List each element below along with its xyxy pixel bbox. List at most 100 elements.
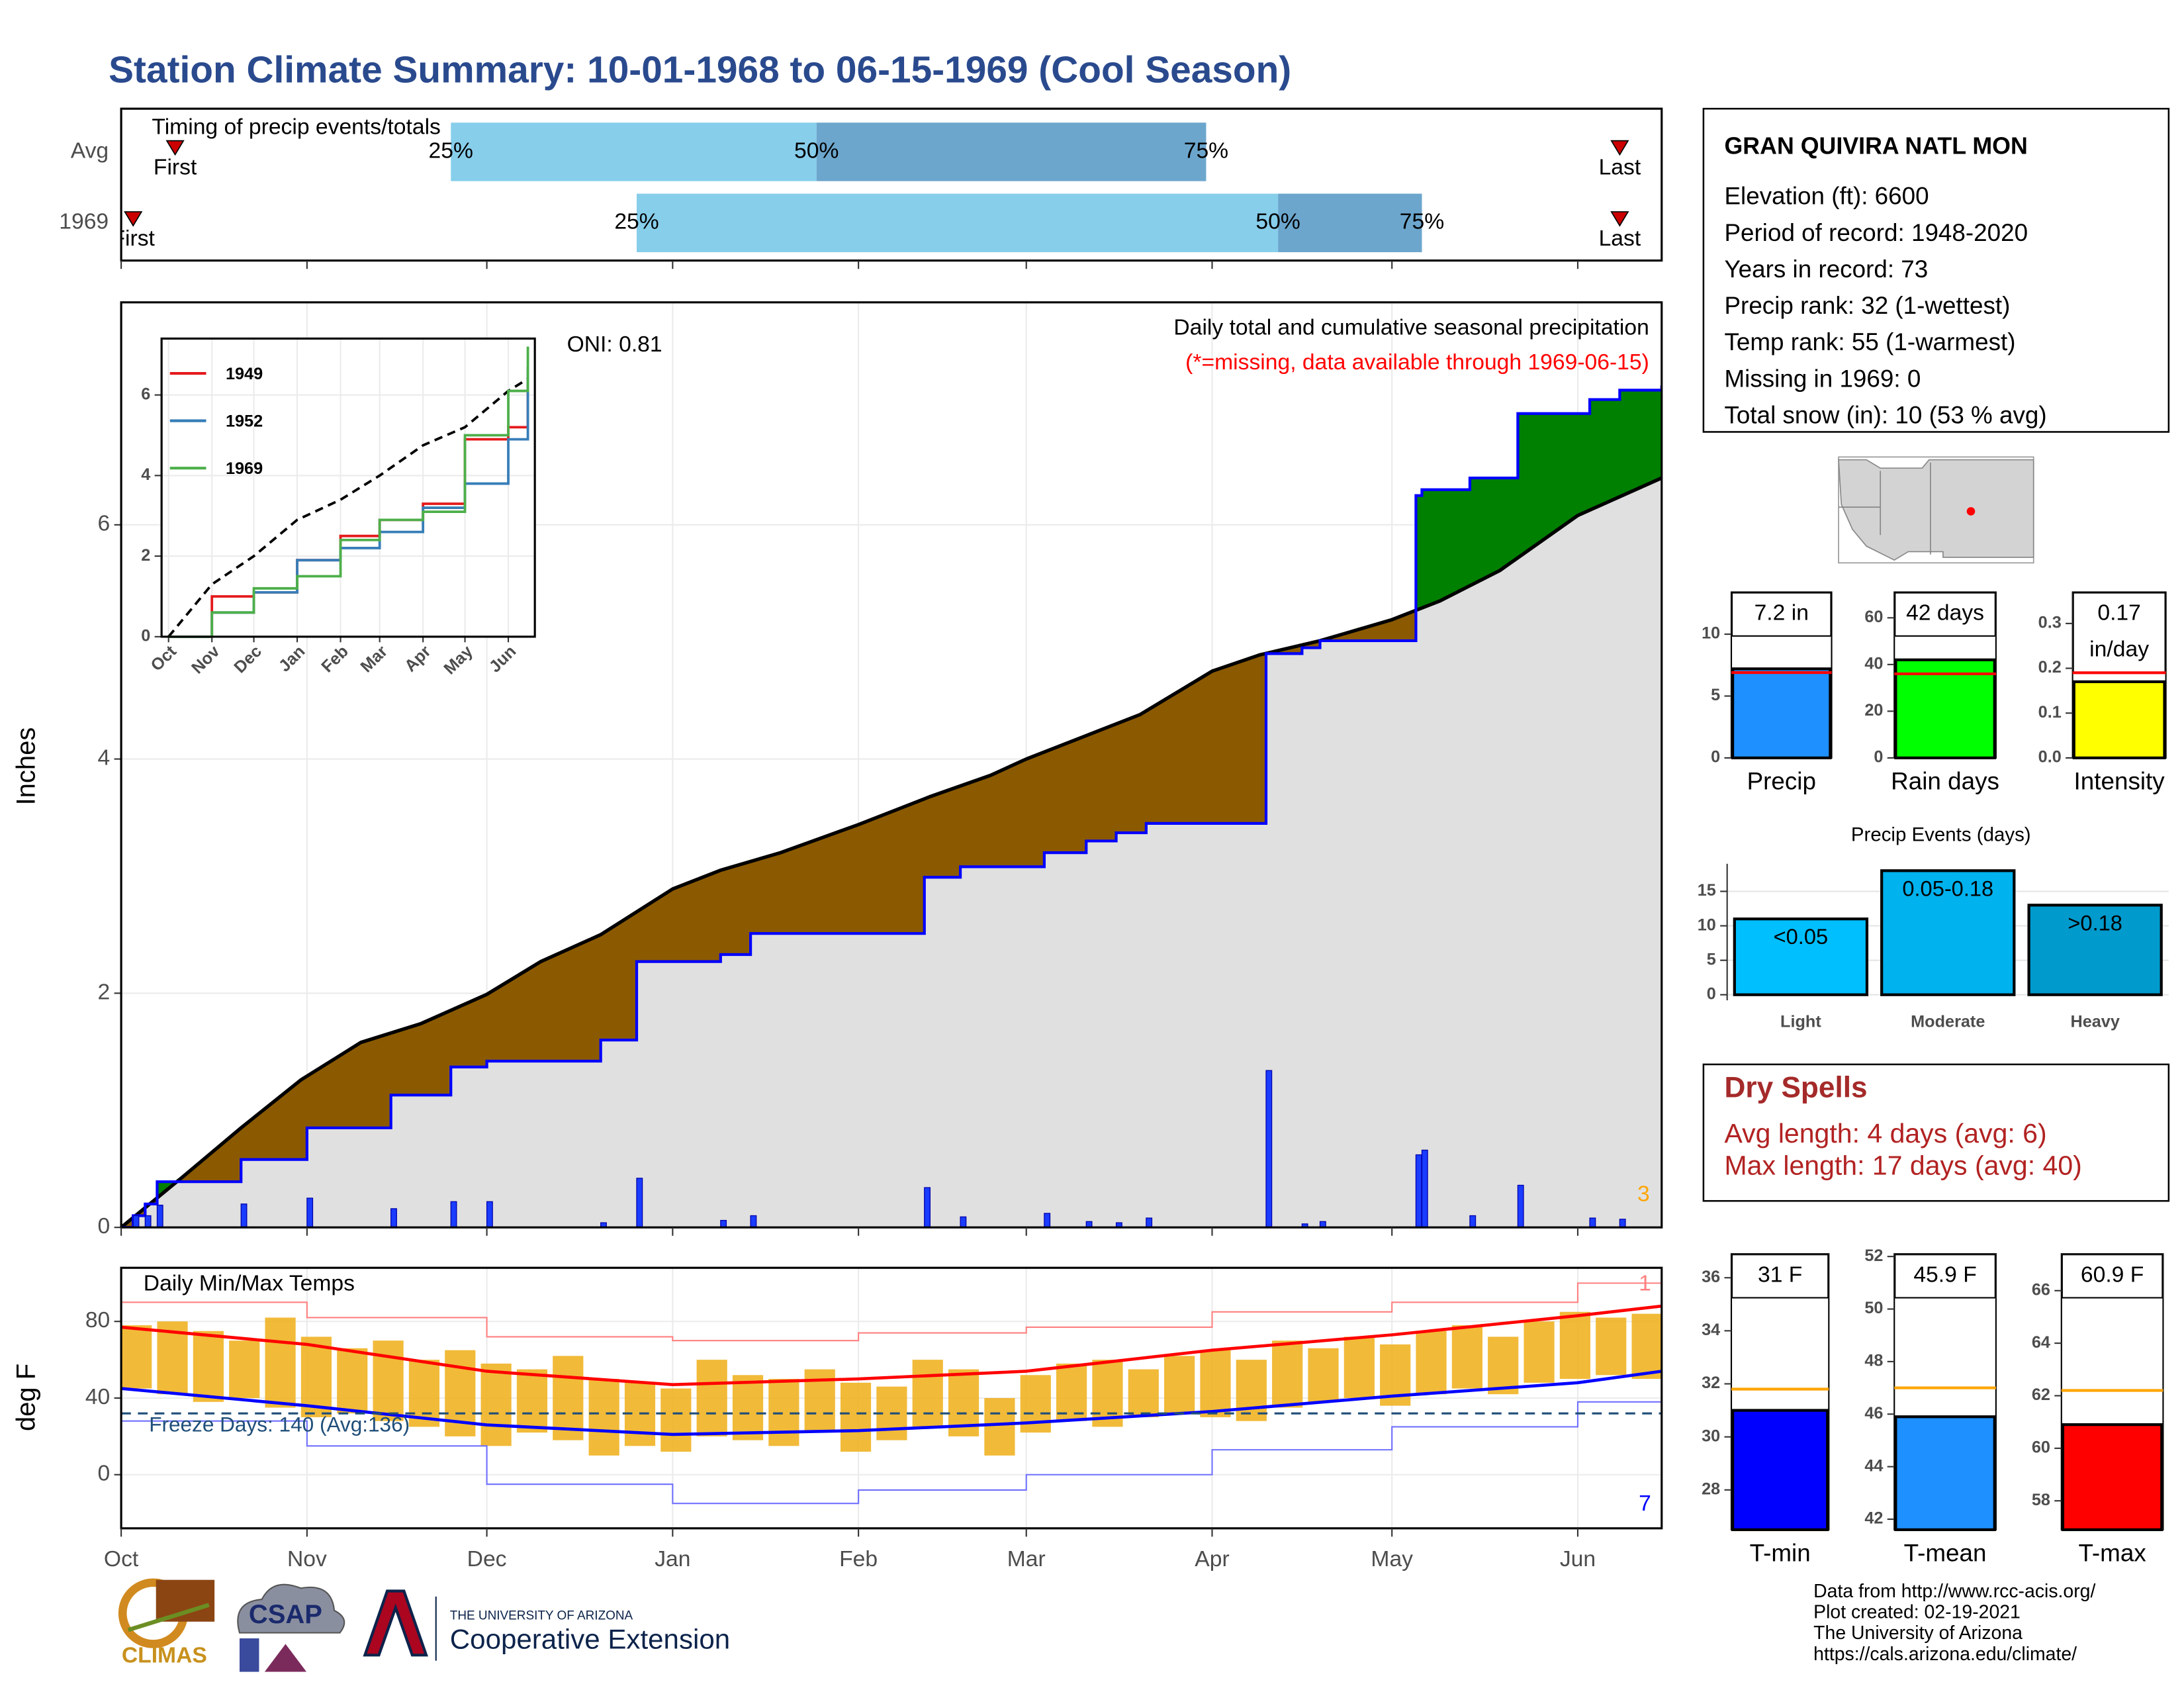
daily-bar <box>636 1178 643 1228</box>
daily-bar <box>156 1204 163 1228</box>
daily-bar <box>600 1222 607 1228</box>
y-tick-label: 0 <box>98 1462 111 1486</box>
daily-bar <box>1589 1217 1596 1228</box>
chart-subtitle: (*=missing, data available through 1969-… <box>1185 350 1649 375</box>
value-label-box: 7.2 in <box>1731 592 1832 637</box>
quantile-label: 75% <box>1184 138 1228 163</box>
y-tick-label: 62 <box>2032 1385 2050 1404</box>
summary-bar <box>1731 1409 1829 1531</box>
average-min-line <box>121 1370 1662 1436</box>
y-tick-label: 15 <box>1698 881 1716 900</box>
daily-temp-bar <box>732 1375 764 1440</box>
record-low-line <box>121 1394 1662 1505</box>
y-tick-label: 66 <box>2032 1280 2050 1299</box>
daily-bar <box>720 1219 727 1228</box>
x-tick-label: Moderate <box>1911 1012 1985 1031</box>
y-tick-label: 5 <box>1707 950 1716 968</box>
category-label: T-mean <box>1904 1539 1987 1566</box>
daily-temp-bar <box>1092 1360 1123 1427</box>
daily-bar <box>1319 1221 1326 1228</box>
event-marker <box>1610 140 1629 156</box>
x-tick-label: Heavy <box>2070 1012 2119 1031</box>
quantile-label: 50% <box>1255 210 1300 234</box>
x-tick-label: May <box>1371 1547 1413 1571</box>
daily-temp-bar <box>516 1369 548 1433</box>
ua-logo: THE UNIVERSITY OF ARIZONA Cooperative Ex… <box>363 1589 730 1661</box>
bar <box>1733 917 1869 996</box>
y-tick-label: 48 <box>1864 1352 1883 1370</box>
quantile-bar <box>816 122 1206 181</box>
daily-temp-bar <box>984 1397 1015 1456</box>
event-label: Last <box>1599 156 1641 180</box>
x-tick-label: Mar <box>1007 1547 1046 1571</box>
y-tick-label: 4 <box>98 746 111 771</box>
daily-bar <box>1517 1184 1524 1228</box>
daily-bar <box>390 1208 397 1228</box>
panel-frame <box>120 1266 1663 1530</box>
missing-count: 3 <box>1637 1182 1650 1207</box>
value-label: 60.9 F <box>2061 1254 2163 1299</box>
credit-line: Plot created: 02-19-2021 <box>1813 1602 2021 1623</box>
daily-bar <box>450 1201 457 1228</box>
y-tick-label: 40 <box>85 1385 110 1409</box>
quantile-label: 25% <box>614 210 659 234</box>
y-tick-label: 5 <box>1711 686 1720 704</box>
x-tick-label: Jan <box>655 1547 690 1571</box>
daily-temp-bar <box>300 1336 332 1417</box>
info-box <box>1702 107 2170 433</box>
daily-temp-bar <box>588 1379 619 1456</box>
precip-plot <box>121 385 1662 1228</box>
daily-bar <box>924 1187 931 1228</box>
x-tick-label: Oct <box>104 1547 139 1571</box>
daily-temp-bar <box>660 1388 692 1452</box>
summary-bar <box>2072 680 2166 760</box>
climas-logo: CLIMAS <box>118 1578 215 1667</box>
y-tick-label: 10 <box>1702 624 1720 643</box>
credit-line: The University of Arizona <box>1813 1622 2023 1644</box>
y-tick-label: 6 <box>98 512 111 536</box>
credit-line: https://cals.arizona.edu/climate/ <box>1813 1644 2077 1665</box>
panel-frame <box>120 301 1663 1229</box>
y-tick-label: 40 <box>1864 655 1883 673</box>
season-area <box>121 385 1662 1228</box>
y-tick-label: 60 <box>1864 608 1883 626</box>
info-line: Missing in 1969: 0 <box>1724 365 1921 392</box>
y-tick-label: 0 <box>1707 984 1716 1003</box>
daily-temp-bar <box>480 1363 512 1446</box>
y-tick-label: 0 <box>98 1214 111 1239</box>
logo-shape <box>264 1644 307 1672</box>
daily-bar <box>1415 1154 1422 1228</box>
category-label: Precip <box>1747 768 1816 795</box>
y-tick-label: 20 <box>1864 701 1883 720</box>
y-tick-label: 64 <box>2032 1333 2050 1352</box>
logo-text: THE UNIVERSITY OF ARIZONA <box>450 1609 633 1622</box>
inset-frame <box>160 337 536 638</box>
summary-bar <box>1894 1415 1996 1531</box>
map-region <box>1838 459 2034 561</box>
logo-shape <box>363 1589 428 1657</box>
daily-temp-bar <box>1272 1340 1303 1408</box>
y-tick-label: 58 <box>2032 1491 2050 1509</box>
credit-line: Data from http://www.rcc-acis.org/ <box>1813 1581 2095 1602</box>
bar <box>2027 904 2163 996</box>
record-low-count: 7 <box>1639 1491 1651 1516</box>
location-map <box>1838 456 2034 564</box>
y-tick-label: 6 <box>141 385 150 403</box>
daily-bar <box>306 1197 314 1228</box>
daily-bar <box>1619 1219 1626 1228</box>
y-tick-label: 10 <box>1698 915 1716 934</box>
panel-frame <box>120 107 1663 262</box>
y-axis-title: Inches <box>12 727 41 806</box>
y-axis-title: deg F <box>12 1364 41 1431</box>
y-tick-label: 44 <box>1864 1456 1883 1475</box>
y-tick-label: 0.1 <box>2038 703 2062 722</box>
y-tick-label: 2 <box>141 546 150 565</box>
logo-shape <box>237 1583 345 1634</box>
daily-temp-bar <box>193 1331 224 1402</box>
daily-temp-bar <box>840 1382 872 1452</box>
y-tick-label: 42 <box>1864 1509 1883 1528</box>
daily-bar <box>1469 1215 1477 1228</box>
daily-temp-bar <box>373 1340 404 1421</box>
y-tick-label: 36 <box>1702 1268 1720 1286</box>
